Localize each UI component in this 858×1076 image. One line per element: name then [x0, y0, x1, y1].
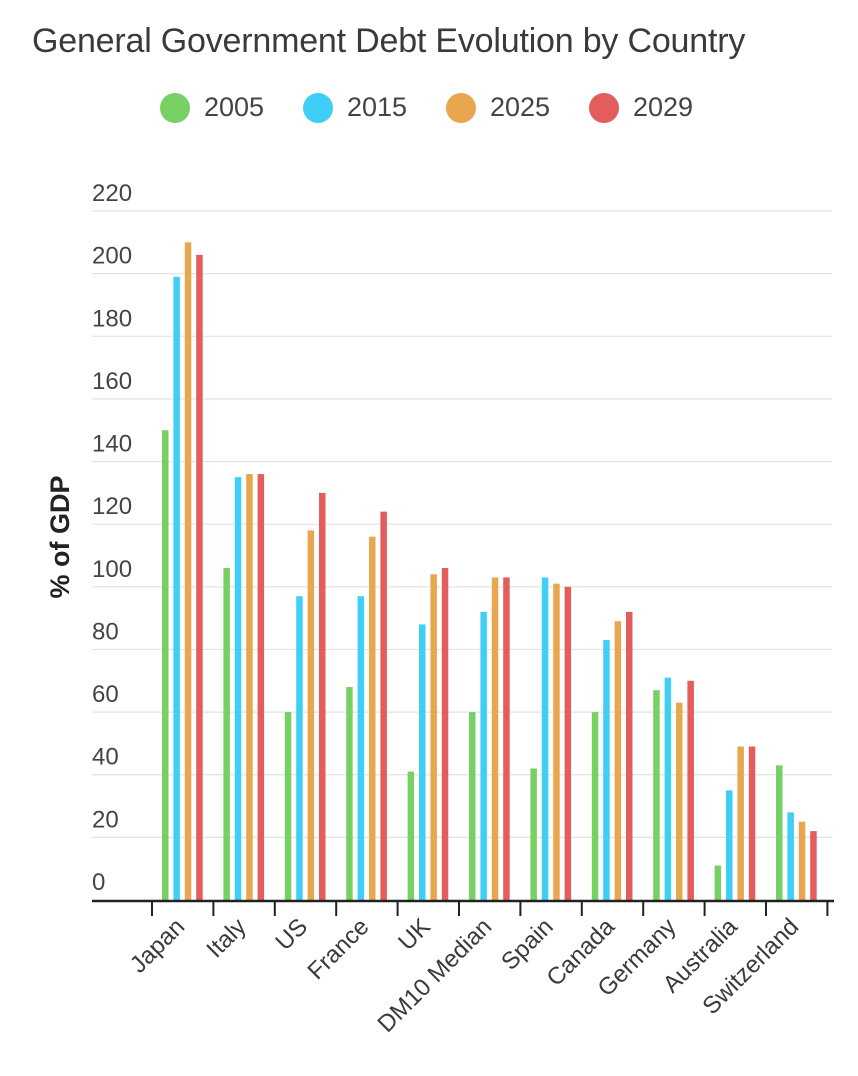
bar-2025[interactable]	[369, 536, 376, 900]
bar-2015[interactable]	[480, 611, 487, 900]
bar-2015[interactable]	[296, 596, 303, 900]
bar-2025[interactable]	[246, 474, 253, 900]
bar-2005[interactable]	[162, 430, 169, 900]
legend-swatch-2029	[589, 92, 619, 123]
bar-2029[interactable]	[626, 611, 633, 900]
y-tick-label: 80	[92, 618, 119, 645]
bar-2005[interactable]	[591, 712, 599, 900]
x-tick-label: France	[303, 913, 375, 985]
bar-2005[interactable]	[346, 687, 353, 900]
y-tick-label: 140	[92, 431, 132, 458]
bar-2005[interactable]	[223, 568, 230, 900]
bar-2015[interactable]	[234, 477, 242, 900]
bar-2005[interactable]	[407, 771, 415, 900]
bars	[162, 242, 817, 900]
bar-2005[interactable]	[714, 865, 722, 900]
bar-2015[interactable]	[419, 624, 426, 900]
bar-2029[interactable]	[810, 831, 817, 900]
x-tick-label: UK	[393, 913, 436, 956]
y-tick-label: 180	[92, 305, 132, 332]
x-axis	[92, 899, 834, 916]
legend-item-2025[interactable]: 2025	[446, 92, 589, 123]
bar-2025[interactable]	[676, 702, 683, 900]
chart-title: General Government Debt Evolution by Cou…	[32, 22, 746, 60]
x-tick-label: Japan	[125, 913, 190, 978]
y-tick-label: 200	[92, 243, 132, 270]
bar-2029[interactable]	[319, 492, 326, 900]
bar-2005[interactable]	[776, 765, 783, 900]
bar-2005[interactable]	[530, 768, 537, 900]
legend: 2005 2015 2025 2029	[160, 92, 732, 123]
legend-label-2005: 2005	[204, 92, 265, 122]
legend-item-2005[interactable]: 2005	[160, 92, 303, 123]
y-axis-ticks: 0 20 40 60 80 100 120 140 160 180 200 220	[92, 180, 132, 896]
bar-2029[interactable]	[196, 254, 203, 900]
y-tick-label: 220	[92, 180, 132, 207]
y-tick-label: 120	[92, 493, 132, 520]
bar-2029[interactable]	[748, 746, 756, 900]
bar-2015[interactable]	[541, 577, 549, 900]
y-tick-label: 40	[92, 744, 119, 771]
bar-2015[interactable]	[664, 677, 672, 900]
bar-2025[interactable]	[307, 530, 315, 900]
bar-2015[interactable]	[357, 596, 365, 900]
legend-label-2025: 2025	[490, 92, 551, 122]
bar-2015[interactable]	[603, 640, 610, 900]
legend-item-2029[interactable]: 2029	[589, 92, 732, 123]
y-tick-label: 60	[92, 681, 119, 708]
x-tick-label: Italy	[201, 913, 251, 963]
bar-2015[interactable]	[787, 812, 794, 900]
bar-2025[interactable]	[614, 621, 622, 900]
bar-2005[interactable]	[284, 712, 292, 900]
bar-2025[interactable]	[430, 574, 437, 900]
bar-2029[interactable]	[687, 680, 694, 900]
bar-2025[interactable]	[737, 746, 744, 900]
bar-2029[interactable]	[503, 577, 510, 900]
grid-lines	[92, 210, 832, 838]
bar-2025[interactable]	[491, 577, 499, 900]
bar-2005[interactable]	[469, 712, 476, 900]
bar-2015[interactable]	[173, 276, 180, 900]
y-axis-label: % of GDP	[45, 475, 75, 598]
y-tick-label: 160	[92, 368, 132, 395]
bar-2025[interactable]	[553, 583, 560, 900]
bar-2025[interactable]	[798, 821, 806, 900]
bar-2029[interactable]	[441, 568, 449, 900]
bar-2015[interactable]	[726, 790, 733, 900]
bar-2005[interactable]	[653, 690, 660, 900]
legend-label-2029: 2029	[633, 92, 694, 122]
bar-2025[interactable]	[184, 242, 192, 900]
y-tick-label: 20	[92, 806, 119, 833]
x-tick-label: US	[270, 913, 313, 956]
legend-swatch-2005	[160, 92, 190, 123]
legend-label-2015: 2015	[347, 92, 408, 122]
y-tick-label: 100	[92, 556, 132, 583]
legend-swatch-2015	[303, 92, 333, 123]
legend-swatch-2025	[446, 92, 476, 123]
bar-2029[interactable]	[380, 511, 387, 900]
y-tick-label: 0	[92, 869, 105, 896]
bar-2029[interactable]	[564, 586, 572, 900]
bar-2029[interactable]	[257, 474, 265, 900]
legend-item-2015[interactable]: 2015	[303, 92, 446, 123]
